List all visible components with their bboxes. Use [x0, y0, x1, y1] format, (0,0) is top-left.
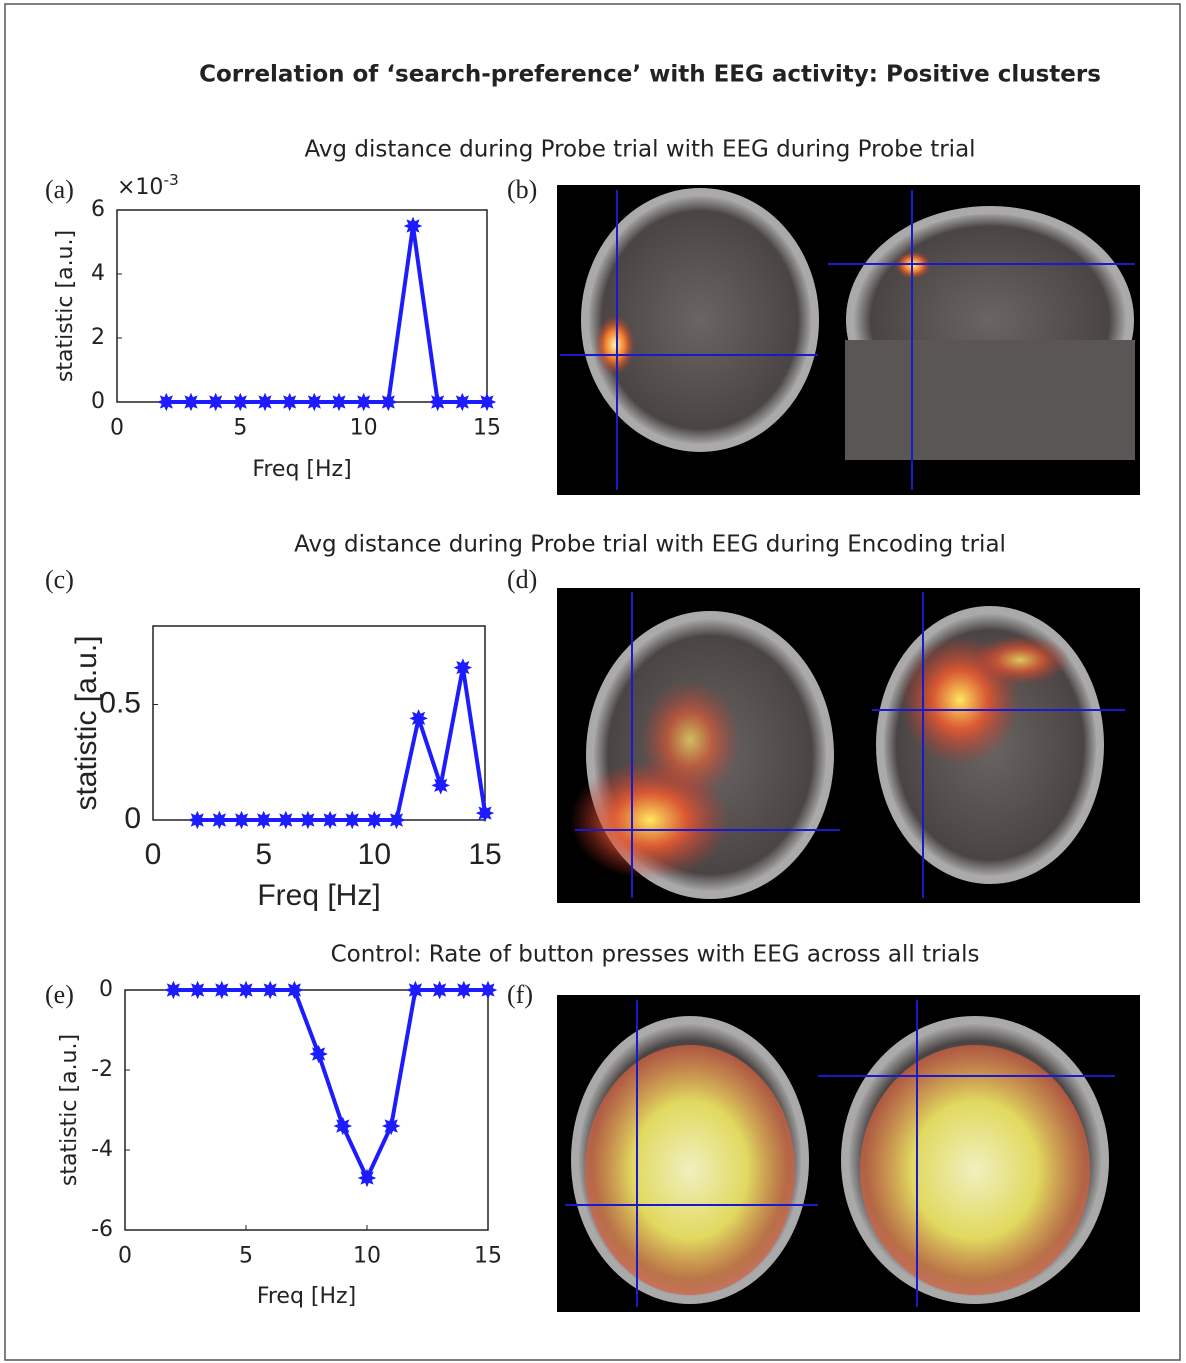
data-point [475, 803, 495, 823]
data-point [298, 810, 318, 830]
y-multiplier: ×10-3 [117, 171, 179, 201]
data-point [403, 216, 423, 236]
plot-frame [124, 989, 489, 1231]
data-point [181, 392, 201, 412]
data-point [454, 980, 474, 1000]
x-axis-label: Freq [Hz] [257, 879, 380, 912]
x-tick-label: 0 [118, 1243, 132, 1268]
data-point [477, 392, 497, 412]
x-tick-label: 15 [473, 415, 501, 440]
x-tick-label: 15 [474, 1243, 502, 1268]
y-tick-label: 4 [91, 261, 105, 286]
chart: 0 5 10 15 -6 -4 -2 0 Freq [Hz] statistic [a.u.] [57, 977, 502, 1309]
x-tick-label: 0 [145, 838, 162, 871]
data-point [365, 810, 384, 830]
data-point [255, 392, 275, 412]
data-point [260, 980, 280, 1000]
data-point [188, 810, 207, 830]
chart: 0 5 10 15 0 2 4 6 Freq [Hz] statistic [a.u.] ×10-3 [53, 171, 501, 483]
y-tick-label: -6 [91, 1217, 113, 1242]
x-tick-label: 15 [468, 838, 501, 871]
x-tick-label: 10 [350, 415, 378, 440]
panel-label: (c) [45, 565, 74, 594]
data-point [478, 980, 498, 1000]
data-point [406, 980, 425, 1000]
panel-label: (d) [507, 565, 537, 594]
subtitle: Avg distance during Probe trial with EEG… [294, 532, 1006, 558]
panel-label: (e) [45, 980, 74, 1009]
data-point [212, 980, 232, 1000]
data-point [453, 658, 473, 677]
data-point [333, 1116, 353, 1136]
data-point [206, 392, 225, 412]
plot-frame [116, 209, 488, 403]
panel-label: (b) [507, 175, 537, 204]
y-axis-label: statistic [a.u.] [57, 1034, 82, 1186]
y-tick-label: -2 [91, 1057, 113, 1082]
y-axis-label: statistic [a.u.] [53, 230, 78, 382]
panel-label: (f) [507, 980, 533, 1009]
data-line [197, 665, 487, 822]
y-tick-label: 0 [124, 802, 141, 835]
data-point [231, 392, 250, 412]
data-point [309, 1044, 328, 1064]
y-tick-label: 0 [91, 389, 105, 414]
brain-image [557, 185, 1140, 495]
x-tick-label: 10 [358, 838, 391, 871]
x-tick-label: 0 [110, 415, 124, 440]
x-tick-label: 5 [239, 1243, 253, 1268]
panel-label: (a) [45, 175, 74, 204]
x-tick-label: 5 [255, 838, 272, 871]
x-axis-label: Freq [Hz] [257, 1284, 356, 1309]
data-point [431, 776, 450, 795]
data-point [428, 392, 447, 412]
data-point [276, 810, 296, 830]
y-multiplier-exponent: -3 [163, 171, 178, 189]
brain-image [557, 995, 1140, 1312]
data-line [173, 988, 488, 1180]
y-tick-label: 6 [91, 197, 105, 222]
y-axis-label: statistic [a.u.] [70, 635, 103, 810]
brain-image [557, 588, 1140, 903]
data-point [236, 980, 256, 1000]
data-point [164, 980, 183, 1000]
y-tick-label: -4 [91, 1137, 113, 1162]
data-point [254, 810, 273, 830]
figure-title: Correlation of ‘search-preference’ with … [199, 62, 1101, 88]
data-point [342, 810, 362, 830]
x-tick-label: 10 [353, 1243, 381, 1268]
data-point [357, 1168, 377, 1188]
x-axis-label: Freq [Hz] [252, 457, 351, 482]
y-tick-label: 0 [99, 977, 113, 1002]
data-point [285, 980, 304, 1000]
data-point [409, 709, 428, 728]
data-point [381, 1116, 401, 1136]
data-point [188, 980, 207, 1000]
subtitle: Avg distance during Probe trial with EEG… [304, 137, 975, 163]
x-tick-label: 5 [233, 415, 247, 440]
data-point [280, 392, 299, 412]
data-point [232, 810, 251, 830]
data-point [453, 392, 472, 412]
data-point [329, 392, 349, 412]
data-point [320, 810, 340, 830]
chart: 0 5 10 15 0 0.5 Freq [Hz] statistic [a.u.] [70, 625, 502, 912]
data-point [430, 980, 449, 1000]
data-point [379, 392, 398, 412]
data-point [157, 392, 176, 412]
y-tick-label: 0.5 [99, 686, 141, 719]
data-line [166, 224, 487, 404]
y-multiplier-base: ×10 [117, 175, 163, 200]
data-point [210, 810, 229, 830]
data-point [305, 392, 324, 412]
frame [4, 3, 1181, 1361]
y-tick-label: 2 [91, 325, 105, 350]
subtitle: Control: Rate of button presses with EEG… [331, 942, 980, 968]
data-point [387, 810, 406, 830]
data-point [354, 392, 373, 412]
